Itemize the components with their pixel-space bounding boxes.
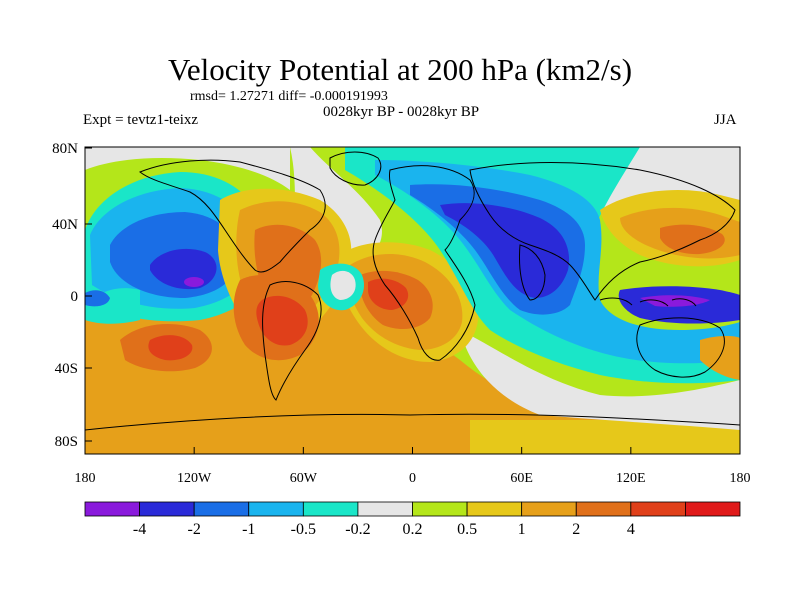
lat-tick-label: 80N [52, 141, 78, 157]
greenland-outline [329, 151, 382, 186]
india-outline [519, 244, 546, 301]
lat-tick-label: 0 [71, 289, 79, 305]
colorbar-swatch [630, 501, 686, 517]
season-label: JJA [714, 112, 737, 128]
colorbar-label: -0.5 [291, 521, 316, 538]
contour-neg4 [640, 295, 710, 307]
coastlines [85, 151, 740, 431]
lat-tick-label: 80S [55, 434, 78, 450]
colorbar-label: 2 [572, 521, 580, 538]
colorbar-label: 0.2 [403, 521, 423, 538]
colorbar-label: -1 [242, 521, 255, 538]
lon-tick-label: 180 [75, 471, 96, 486]
lon-tick-label: 0 [409, 471, 416, 486]
contour-pos2 [660, 224, 725, 255]
plot-title: Velocity Potential at 200 hPa (km2/s) [167, 52, 633, 87]
lon-tick-label: 120W [177, 471, 212, 486]
contour-pos4 [256, 295, 308, 346]
colorbar-swatch [412, 501, 468, 517]
colorbar-swatch [139, 501, 195, 517]
period-label: 0028kyr BP - 0028kyr BP [323, 104, 480, 120]
contour-zero [460, 330, 740, 430]
colorbar-label: 0.5 [457, 521, 477, 538]
australia-outline [636, 317, 725, 378]
contour-zero [330, 270, 356, 300]
contour-field [85, 147, 740, 454]
colorbar-swatch [466, 501, 523, 517]
contour-neg4 [184, 277, 204, 287]
indonesia-outline [599, 297, 697, 307]
colorbar-swatch [248, 501, 304, 517]
colorbar-label: -4 [133, 521, 146, 538]
north-america-outline [139, 159, 326, 273]
colorbar: -4 -2 -1 -0.5 -0.2 0.2 0.5 1 2 4 [84, 501, 741, 538]
colorbar-swatch [521, 501, 577, 517]
colorbar-label: 4 [627, 521, 635, 538]
stats-label: rmsd= 1.27271 diff= -0.000191993 [190, 89, 388, 104]
longitude-axis: 180 120W 60W 0 60E 120E 180 [75, 447, 751, 486]
colorbar-swatch [685, 501, 741, 517]
contour-neg1 [85, 290, 110, 307]
contour-zero [85, 147, 290, 190]
colorbar-label: 1 [518, 521, 526, 538]
antarctica-outline [85, 413, 740, 431]
lon-tick-label: 120E [616, 471, 646, 486]
lat-tick-label: 40N [52, 217, 78, 233]
contour-pos4 [148, 335, 193, 361]
lon-tick-label: 180 [730, 471, 751, 486]
contour-pos05 [470, 420, 740, 454]
colorbar-swatch [193, 501, 250, 517]
colorbar-swatch [357, 501, 413, 517]
experiment-label: Expt = tevtz1-teixz [83, 112, 199, 128]
south-america-outline [262, 281, 322, 401]
lon-tick-label: 60W [290, 471, 318, 486]
europe-africa-outline [372, 165, 476, 361]
colorbar-swatch [575, 501, 632, 517]
lon-tick-label: 60E [510, 471, 533, 486]
contour-neg2 [440, 203, 570, 298]
asia-outline [469, 162, 736, 301]
colorbar-label: -2 [188, 521, 201, 538]
colorbar-label: -0.2 [345, 521, 370, 538]
colorbar-swatch [302, 501, 359, 517]
lat-tick-label: 40S [55, 361, 78, 377]
contour-pos1 [700, 335, 740, 380]
colorbar-swatch [84, 501, 140, 517]
latitude-axis: 80N 40N 0 40S 80S [52, 141, 92, 450]
